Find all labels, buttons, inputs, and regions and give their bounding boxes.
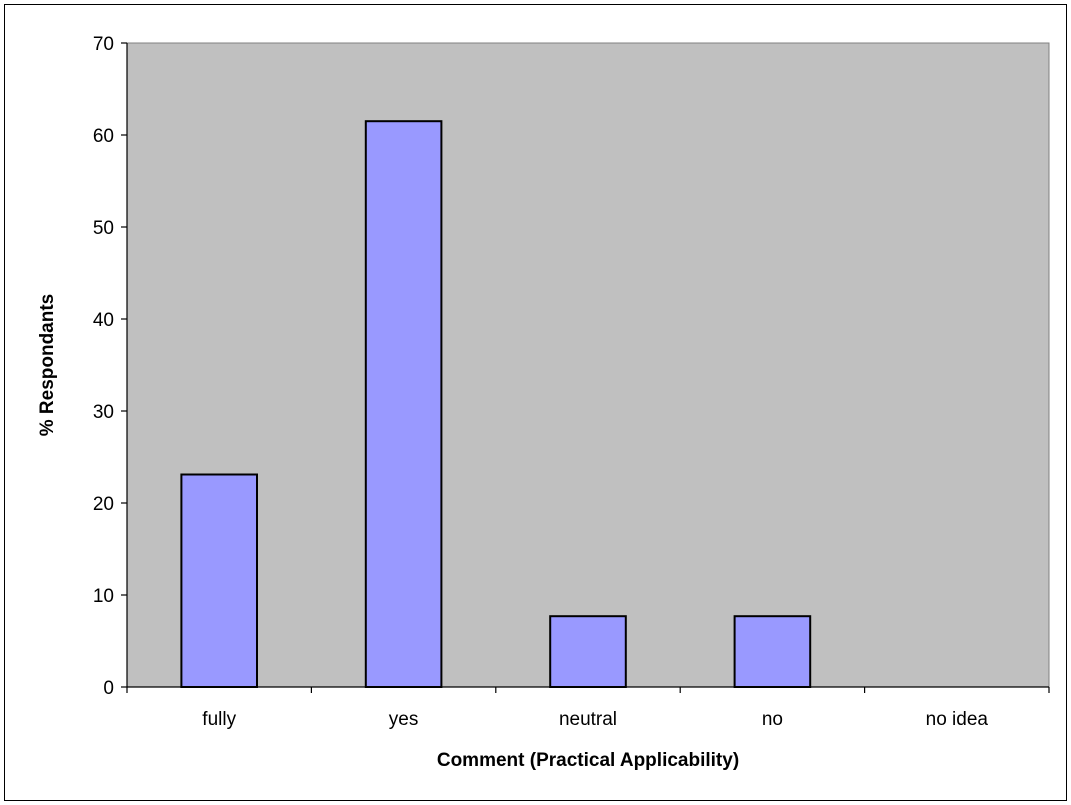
x-tick-label: yes xyxy=(389,709,419,730)
y-tick-label: 70 xyxy=(93,34,114,55)
bar-no xyxy=(733,615,812,689)
y-axis-title: % Respondants xyxy=(37,294,58,437)
y-axis: 0 10 20 30 40 50 60 70 xyxy=(93,34,128,699)
x-axis: fully yes neutral no no idea xyxy=(126,686,1050,730)
y-tick-label: 40 xyxy=(93,310,114,331)
y-tick-label: 60 xyxy=(93,126,114,147)
y-tick-label: 20 xyxy=(93,494,114,515)
y-tick-label: 30 xyxy=(93,402,114,423)
bar-fully xyxy=(180,473,258,688)
x-tick-label: no idea xyxy=(926,709,989,730)
bar-neutral xyxy=(549,615,627,689)
x-tick-label: no xyxy=(762,709,783,730)
bar-yes xyxy=(364,120,443,688)
y-tick-label: 10 xyxy=(93,586,114,607)
y-tick-label: 50 xyxy=(93,218,114,239)
x-tick-label: fully xyxy=(202,709,236,730)
y-tick-label: 0 xyxy=(103,678,114,699)
x-tick-label: neutral xyxy=(559,709,617,730)
x-axis-title: Comment (Practical Applicability) xyxy=(437,750,739,771)
bars-group xyxy=(180,120,812,689)
plot-area xyxy=(126,42,1050,688)
